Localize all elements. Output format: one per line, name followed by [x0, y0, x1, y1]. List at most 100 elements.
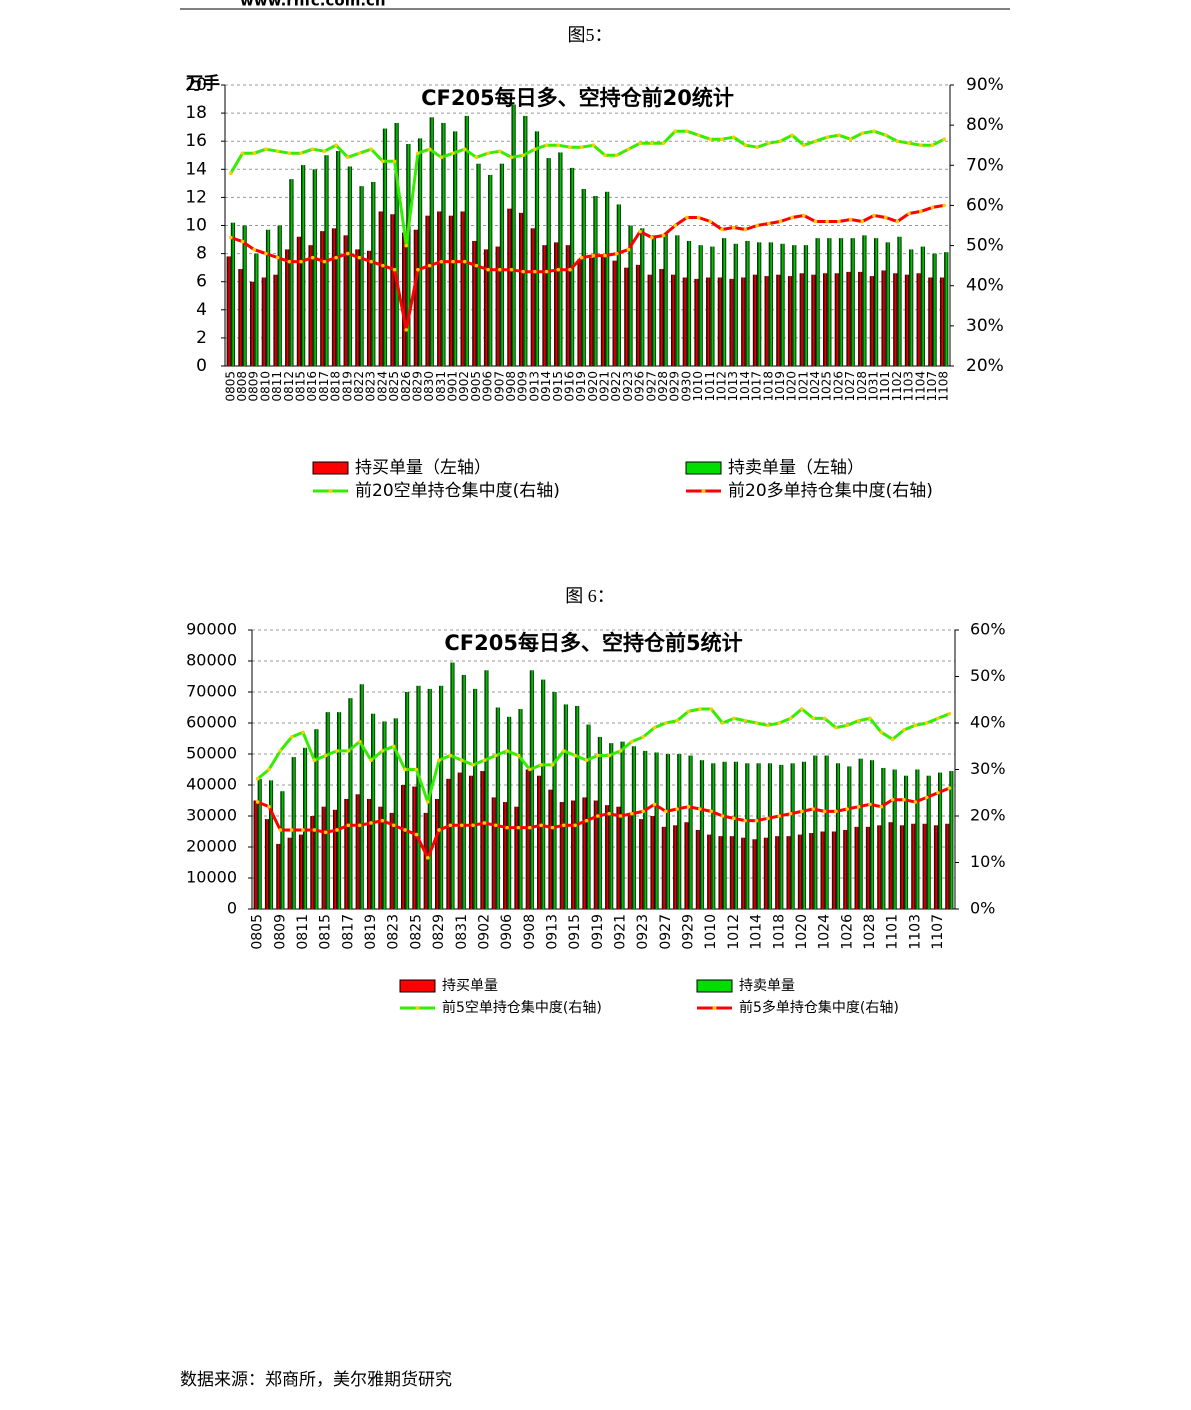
line-marker	[924, 795, 929, 800]
line-marker	[883, 133, 888, 137]
line-marker	[516, 753, 521, 758]
line-marker	[675, 807, 680, 811]
line-marker	[811, 807, 816, 811]
line-marker	[777, 721, 782, 725]
line-marker	[596, 753, 600, 758]
line-marker	[240, 239, 245, 244]
line-marker	[544, 143, 549, 148]
bar	[460, 211, 465, 366]
bar	[534, 131, 540, 366]
bar	[269, 780, 274, 909]
bar	[790, 763, 795, 909]
bar	[582, 797, 587, 909]
bar	[835, 763, 841, 909]
x-tick-label: 0913	[544, 914, 560, 950]
x-tick-label: 0829	[410, 371, 424, 402]
y2-tick-label: 40%	[966, 276, 1004, 296]
bar	[628, 225, 633, 366]
line-marker	[709, 809, 714, 814]
bar	[378, 211, 383, 366]
bar	[612, 260, 617, 366]
line-marker	[414, 767, 419, 772]
line-marker	[802, 143, 806, 148]
x-tick-label: 0921	[598, 371, 612, 402]
line-marker	[380, 749, 385, 753]
bar	[276, 843, 281, 909]
bar	[343, 235, 348, 366]
bar	[554, 242, 559, 366]
header-site: www.rnfc.com.cn	[240, 0, 386, 10]
line-marker	[913, 723, 918, 728]
bar	[448, 215, 454, 366]
line-marker	[448, 823, 453, 828]
x-tick-label: 1028	[855, 371, 869, 402]
line-marker	[890, 737, 895, 742]
legend-label: 持卖单量	[739, 978, 795, 994]
y-tick-label: 10000	[186, 868, 237, 887]
line-marker	[930, 143, 935, 148]
line-marker	[673, 223, 678, 228]
bar	[768, 242, 773, 366]
y-tick-label: 4	[196, 300, 207, 320]
line-marker	[696, 133, 701, 137]
bar	[435, 798, 440, 909]
line-marker	[732, 816, 736, 821]
line-marker	[334, 255, 338, 260]
y-tick-label: 6	[196, 272, 207, 292]
bar	[811, 274, 816, 366]
bar	[425, 215, 430, 366]
line-marker	[255, 800, 260, 804]
line-marker	[591, 143, 596, 148]
bar	[265, 229, 271, 366]
bar	[348, 698, 353, 909]
bar	[332, 809, 338, 909]
bar	[813, 755, 818, 909]
line-marker	[482, 821, 487, 825]
bar	[688, 755, 693, 909]
line-marker	[650, 141, 654, 146]
line-marker	[790, 133, 794, 137]
line-marker	[685, 215, 689, 220]
bar	[897, 236, 902, 366]
bar	[597, 736, 602, 909]
bar	[869, 276, 874, 366]
line-marker	[556, 267, 561, 272]
bar	[495, 246, 500, 366]
bar	[809, 833, 814, 909]
bar	[337, 712, 342, 909]
bar	[393, 718, 398, 909]
bar	[605, 191, 610, 366]
line-marker	[918, 143, 923, 148]
x-tick-label: 0819	[340, 371, 354, 402]
bar	[439, 685, 444, 909]
bar	[417, 138, 423, 366]
line-marker	[630, 739, 634, 744]
line-marker	[252, 151, 257, 156]
bar	[298, 834, 304, 909]
legend-label: 前5多单持仓集中度(右轴)	[739, 999, 899, 1016]
line-marker	[856, 804, 861, 809]
x-tick-label: 0817	[340, 914, 356, 950]
line-marker	[641, 809, 645, 814]
line-marker	[369, 147, 373, 152]
bar	[698, 245, 703, 366]
bar	[673, 825, 678, 909]
line-marker	[556, 143, 561, 148]
line-marker	[346, 749, 351, 753]
y2-tick-label: 30%	[970, 759, 1006, 778]
line-marker	[533, 147, 537, 152]
x-tick-label: 0915	[551, 371, 565, 402]
x-tick-label: 1021	[796, 371, 810, 402]
bar	[423, 812, 428, 909]
bar	[838, 238, 844, 366]
line-marker	[357, 151, 362, 156]
x-tick-label: 0915	[567, 914, 583, 950]
bar	[600, 256, 606, 366]
y2-tick-label: 10%	[970, 852, 1006, 871]
bar	[639, 819, 644, 909]
x-tick-label: 0921	[613, 914, 629, 950]
line-marker	[474, 263, 479, 268]
line-marker	[720, 814, 725, 818]
line-marker	[868, 716, 872, 721]
